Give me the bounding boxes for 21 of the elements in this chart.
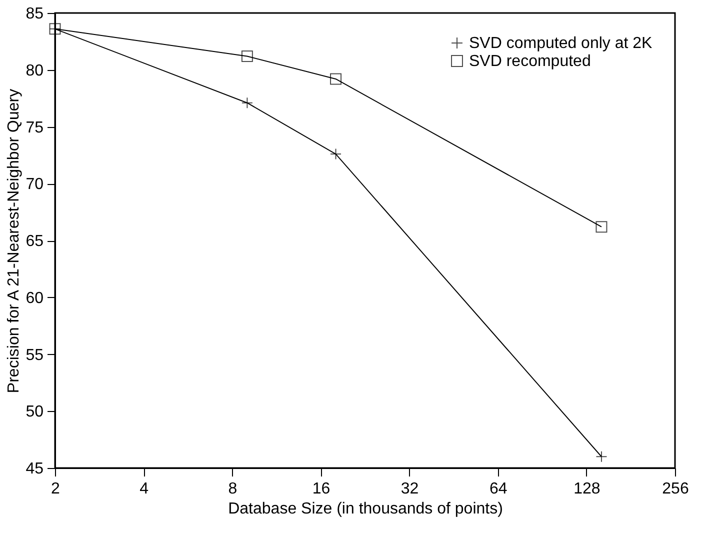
x-tick-label: 256 [662, 480, 689, 498]
x-tick-label: 2 [51, 480, 60, 498]
legend-label: SVD computed only at 2K [469, 35, 653, 52]
y-tick-label: 85 [26, 6, 44, 22]
y-tick-label: 55 [26, 346, 44, 364]
y-tick-label: 45 [26, 460, 44, 478]
x-tick-label: 32 [400, 480, 419, 498]
x-tick-label: 128 [574, 480, 600, 498]
x-tick-label: 8 [228, 480, 238, 498]
y-tick-label: 80 [26, 62, 44, 80]
legend-label: SVD recomputed [469, 53, 591, 70]
x-tick-label: 4 [140, 480, 149, 498]
y-tick-label: 70 [26, 176, 44, 194]
y-tick-label: 60 [26, 290, 44, 307]
y-axis-title: Precision for A 21-Nearest-Neighbor Query [6, 88, 23, 394]
x-tick-label: 64 [489, 480, 508, 498]
y-tick-label: 65 [26, 233, 44, 250]
x-axis-title: Database Size (in thousands of points) [228, 500, 503, 518]
x-tick-label: 16 [312, 480, 330, 498]
y-tick-label: 50 [26, 404, 44, 421]
y-tick-label: 75 [26, 119, 44, 136]
